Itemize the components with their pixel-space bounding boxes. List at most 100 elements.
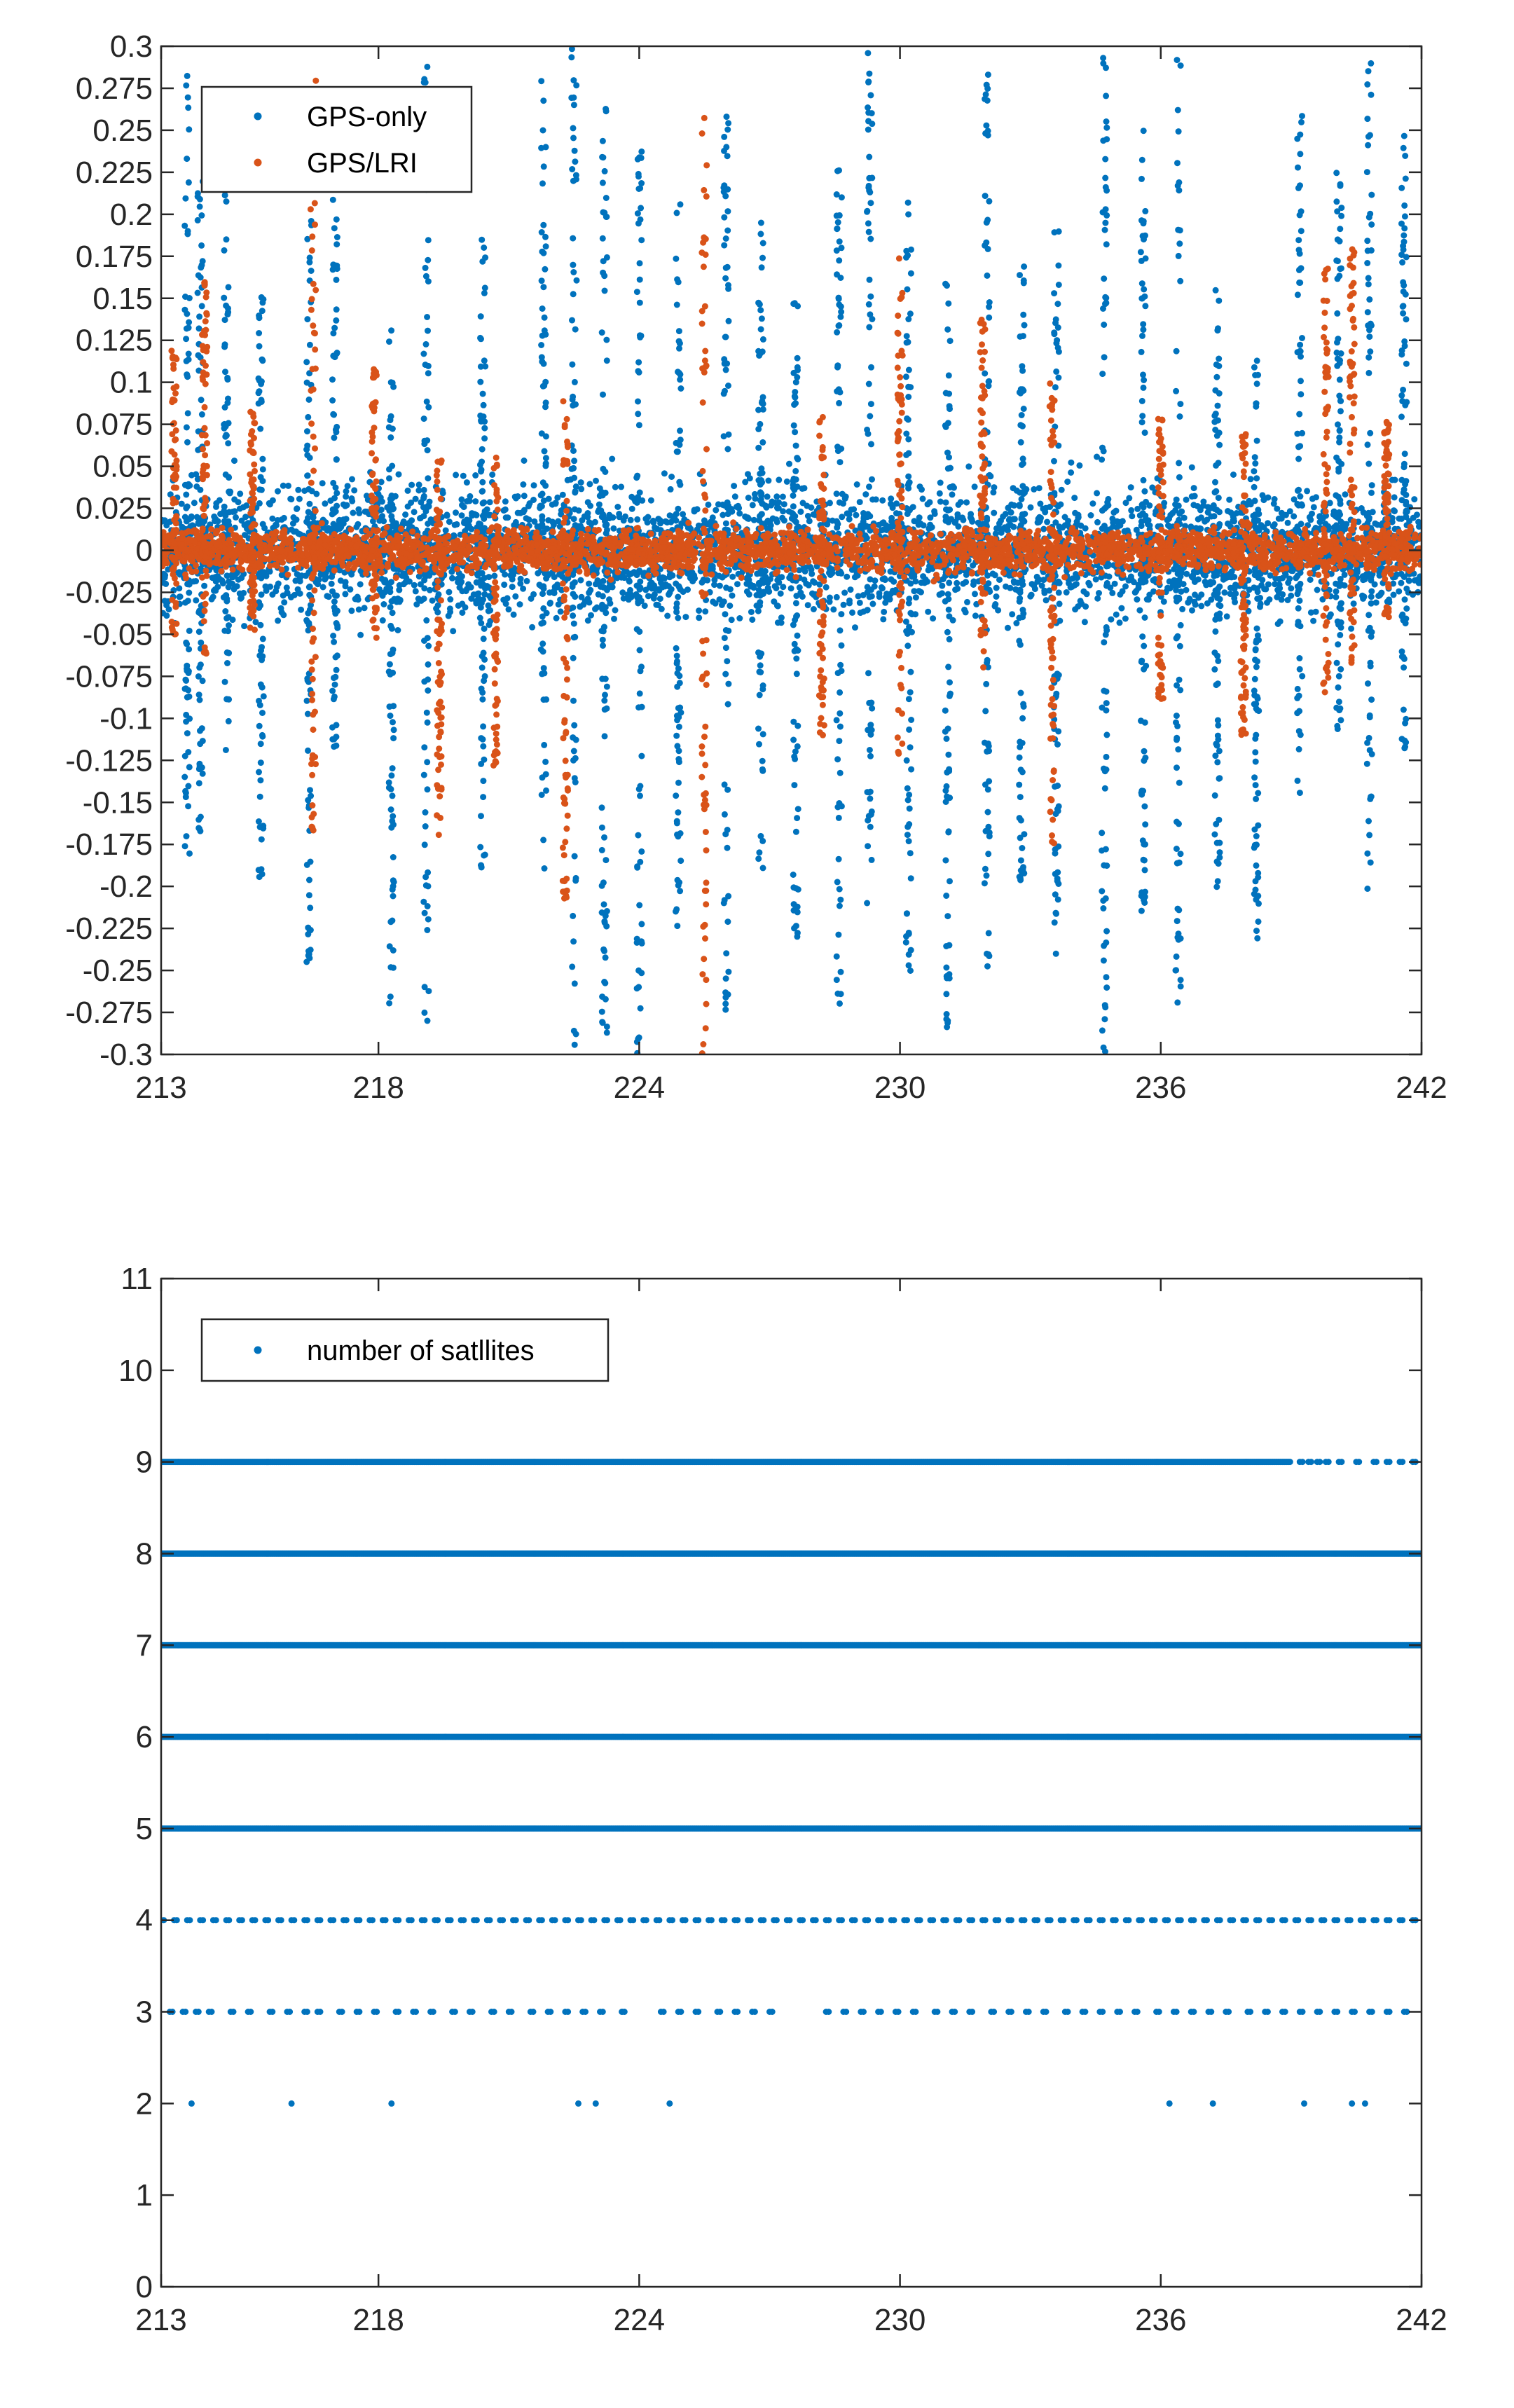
data-point (161, 516, 165, 523)
data-point (1333, 593, 1340, 600)
data-point (1166, 578, 1173, 585)
spike-point (305, 747, 311, 754)
data-point (1232, 583, 1239, 590)
data-point (347, 586, 354, 593)
spike-point (225, 284, 232, 291)
data-point (773, 493, 780, 500)
data-point (748, 609, 755, 615)
spike-point (387, 806, 394, 813)
data-point (485, 602, 492, 609)
data-point (351, 487, 358, 494)
data-point (241, 623, 248, 630)
data-point (1092, 576, 1099, 583)
spike-point (538, 430, 545, 437)
data-point (810, 606, 817, 612)
spike-point (571, 722, 578, 729)
spike-point (183, 424, 190, 431)
spike-point (481, 625, 488, 632)
spike-point (184, 94, 191, 101)
data-point (1003, 583, 1010, 590)
spike-point (198, 303, 205, 310)
data-point (188, 513, 195, 520)
data-point (513, 495, 519, 502)
spike-point (539, 180, 546, 187)
data-point (1361, 593, 1368, 600)
spike-point (542, 455, 549, 462)
spike-point (258, 575, 265, 582)
spike-point (329, 266, 336, 273)
spike-point (387, 993, 394, 1000)
spike-point (304, 442, 311, 449)
data-point (1101, 523, 1108, 529)
spike-point (389, 792, 396, 799)
spike-point (422, 340, 429, 348)
data-point (521, 457, 528, 464)
spike-point (225, 584, 232, 591)
data-point (1133, 588, 1140, 594)
spike-point (390, 521, 397, 528)
spike-point (333, 666, 340, 673)
data-point (616, 511, 623, 517)
data-point (786, 575, 793, 582)
spike-point (571, 980, 578, 987)
data-point (500, 507, 507, 514)
spike-point (195, 352, 202, 359)
data-point (570, 516, 577, 523)
data-point (609, 455, 616, 462)
spike-point (306, 254, 313, 261)
spike-point (333, 216, 340, 223)
data-point (1192, 601, 1199, 608)
data-point (445, 612, 452, 619)
data-point (481, 591, 488, 598)
data-point (745, 591, 752, 598)
data-point (964, 598, 970, 605)
data-point (523, 577, 530, 584)
data-point (803, 580, 810, 587)
data-point (627, 586, 633, 593)
data-point (502, 571, 509, 578)
data-point (502, 498, 509, 505)
data-point (340, 501, 347, 508)
spike-point (196, 195, 203, 202)
spike-point (570, 125, 577, 132)
data-point (584, 617, 591, 624)
spike-point (387, 495, 394, 502)
data-point (881, 608, 888, 615)
data-point (809, 590, 816, 597)
data-point (486, 499, 493, 506)
data-point (446, 518, 453, 525)
data-point (1274, 621, 1281, 627)
data-point (716, 596, 723, 603)
spike-point (541, 741, 548, 748)
data-point (408, 481, 415, 488)
spike-point (226, 488, 233, 495)
data-point (1007, 509, 1014, 516)
data-point (191, 500, 198, 507)
spike-point (481, 245, 488, 251)
spike-point (539, 332, 546, 339)
data-point (380, 518, 387, 525)
data-point (599, 593, 606, 600)
spike-point (185, 350, 192, 357)
data-point (1353, 568, 1360, 575)
spike-point (478, 735, 485, 742)
spike-point (222, 747, 229, 753)
data-point (856, 499, 863, 506)
spike-point (184, 439, 191, 446)
data-point (1089, 500, 1096, 507)
data-point (472, 498, 479, 505)
data-point (1264, 599, 1270, 606)
data-point (1342, 491, 1349, 498)
spike-point (329, 397, 336, 404)
spike-point (421, 841, 428, 848)
data-point (400, 581, 407, 588)
data-point (1028, 581, 1035, 588)
spike-point (305, 610, 312, 617)
spike-point (425, 661, 432, 668)
data-point (998, 529, 1005, 536)
data-point (797, 508, 804, 515)
data-point (1200, 498, 1207, 505)
data-point (298, 572, 305, 579)
data-point (1310, 617, 1317, 624)
data-point (963, 499, 970, 506)
